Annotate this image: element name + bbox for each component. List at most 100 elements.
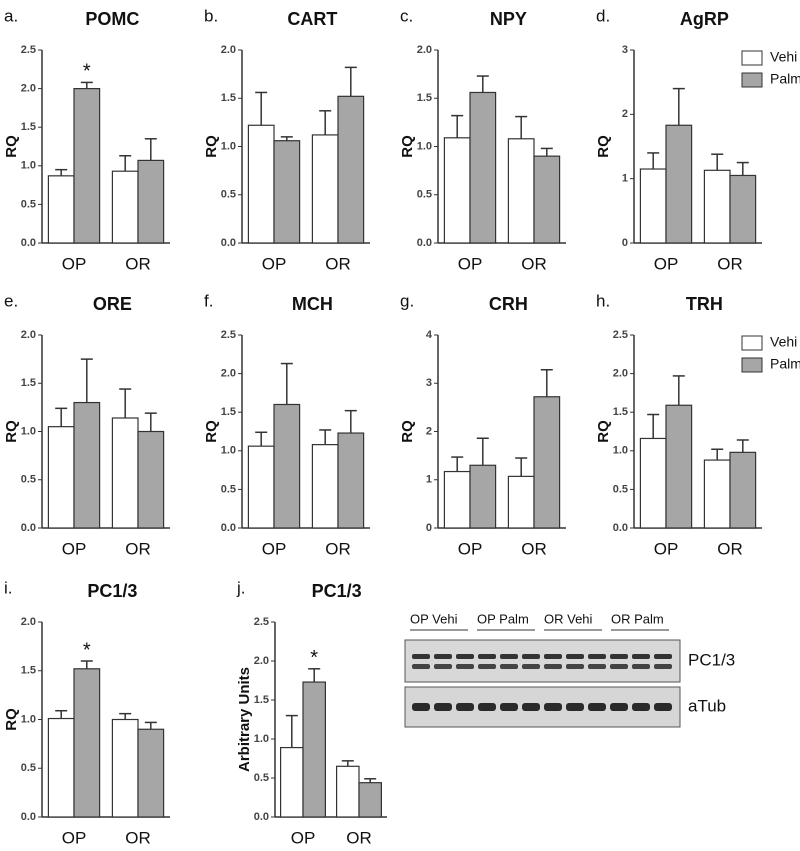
y-tick-label: 1.5 [417, 92, 432, 104]
bar [507, 475, 535, 529]
bar [469, 91, 497, 244]
bar [533, 155, 561, 244]
panel-label: a. [4, 6, 18, 25]
y-axis-label: Arbitrary Units [236, 667, 253, 772]
y-tick-label: 1.0 [221, 140, 236, 152]
x-tick-label: OP [654, 539, 679, 558]
bar [665, 124, 693, 244]
legend-label: Vehi [770, 49, 797, 65]
panel-label: j. [236, 578, 246, 597]
blot-band [610, 654, 628, 659]
band-label: aTub [688, 696, 726, 715]
blot-band [478, 703, 496, 711]
blot-band [500, 664, 518, 669]
bar [47, 426, 75, 529]
x-tick-label: OR [521, 254, 547, 273]
y-axis-label: RQ [399, 420, 416, 443]
bar [639, 437, 667, 529]
y-tick-label: 0.0 [417, 237, 432, 249]
blot-band [434, 654, 452, 659]
y-tick-label: 0.0 [254, 811, 269, 823]
y-axis-label: RQ [203, 420, 220, 443]
bar [280, 746, 304, 818]
blot-band [500, 703, 518, 711]
bar [703, 169, 731, 244]
chart-title: NPY [490, 9, 527, 29]
blot-band [434, 664, 452, 669]
y-axis-label: RQ [3, 135, 20, 158]
x-tick-label: OR [346, 828, 372, 847]
blot-band [478, 654, 496, 659]
blot-band [544, 654, 562, 659]
legend-label: Palm [770, 356, 800, 372]
panel-label: b. [204, 6, 218, 25]
x-tick-label: OP [262, 539, 287, 558]
y-tick-label: 4 [426, 329, 433, 341]
bar [729, 451, 757, 529]
y-tick-label: 0.0 [21, 522, 36, 534]
bar [336, 765, 360, 818]
y-axis-label: RQ [203, 135, 220, 158]
legend-swatch [741, 50, 763, 66]
chart-title: MCH [292, 294, 333, 314]
blot-band [632, 703, 650, 711]
x-tick-label: OP [62, 539, 87, 558]
lane-label: OP Palm [477, 611, 529, 626]
y-tick-label: 0 [622, 237, 628, 249]
x-tick-label: OR [521, 539, 547, 558]
bar [137, 430, 165, 529]
x-tick-label: OP [291, 828, 316, 847]
bar [703, 459, 731, 529]
y-tick-label: 0.5 [221, 189, 236, 201]
y-tick-label: 1.0 [254, 733, 269, 745]
bar [111, 417, 139, 529]
bar [311, 444, 339, 529]
annotation: * [83, 639, 91, 661]
y-tick-label: 0.5 [254, 772, 269, 784]
y-tick-label: 1.0 [21, 425, 36, 437]
y-tick-label: 2 [426, 425, 432, 437]
y-tick-label: 1.5 [221, 406, 236, 418]
y-tick-label: 2.0 [21, 616, 36, 628]
y-tick-label: 1.0 [21, 160, 36, 172]
y-tick-label: 3 [426, 377, 432, 389]
y-tick-label: 1 [426, 474, 432, 486]
legend-label: Vehi [770, 334, 797, 350]
blot-band [544, 664, 562, 669]
y-tick-label: 1.5 [21, 121, 36, 133]
bar [111, 170, 139, 244]
y-tick-label: 1.0 [221, 445, 236, 457]
blot-band [588, 664, 606, 669]
blot-band [412, 654, 430, 659]
panel-label: g. [400, 291, 414, 310]
y-tick-label: 0.5 [21, 762, 36, 774]
x-tick-label: OR [125, 539, 151, 558]
y-tick-label: 2.0 [221, 44, 236, 56]
bar [443, 470, 471, 529]
y-axis-label: RQ [3, 420, 20, 443]
y-tick-label: 0.5 [613, 483, 628, 495]
panel-label: c. [400, 6, 413, 25]
chart-title: TRH [686, 294, 723, 314]
y-tick-label: 2.5 [613, 329, 628, 341]
bar [639, 168, 667, 244]
chart-title: CRH [489, 294, 528, 314]
bar [337, 95, 365, 244]
y-tick-label: 2 [622, 108, 628, 120]
y-tick-label: 0 [426, 522, 432, 534]
x-tick-label: OR [125, 828, 151, 847]
panel-label: e. [4, 291, 18, 310]
x-tick-label: OR [125, 254, 151, 273]
y-tick-label: 0.0 [613, 522, 628, 534]
blot-band [522, 664, 540, 669]
bar [337, 432, 365, 529]
bar [137, 728, 165, 818]
y-tick-label: 2.0 [21, 329, 36, 341]
x-tick-label: OP [458, 254, 483, 273]
y-tick-label: 0.5 [21, 474, 36, 486]
y-tick-label: 1.5 [254, 694, 269, 706]
y-tick-label: 2.0 [417, 44, 432, 56]
y-tick-label: 1 [622, 173, 628, 185]
blot-band [456, 664, 474, 669]
